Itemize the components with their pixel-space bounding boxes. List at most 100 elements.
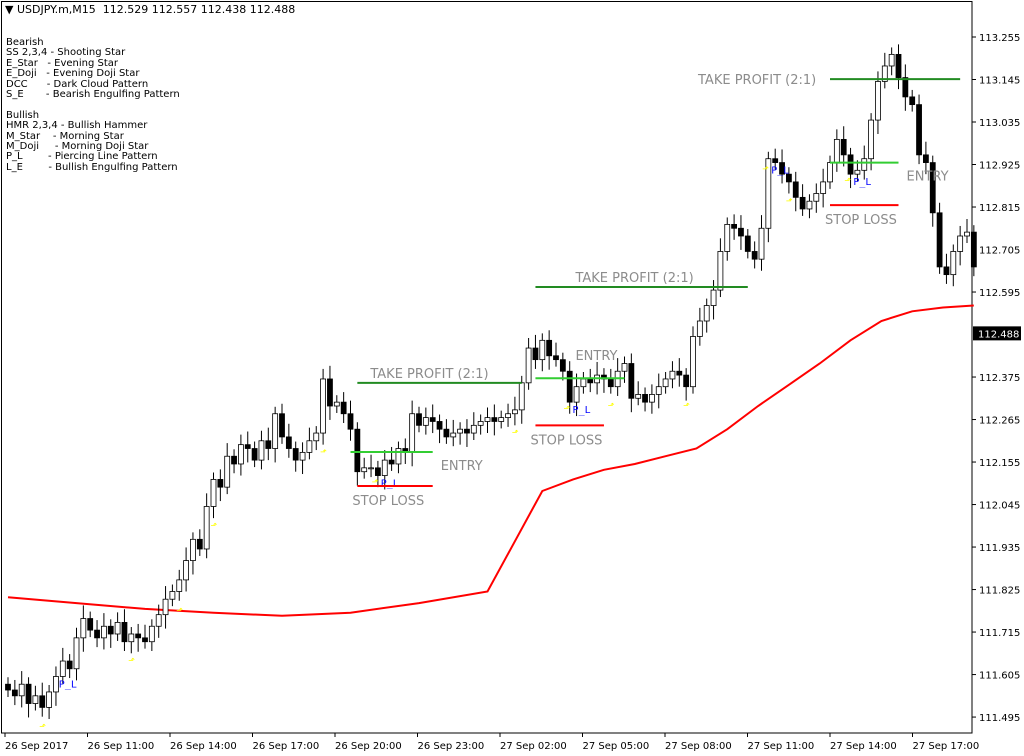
bullish-candle [573, 386, 580, 403]
triangle-down-icon[interactable]: ▼ [5, 3, 17, 16]
pattern-label: P_L [381, 479, 399, 490]
y-tick-label: 111.935 [979, 543, 1020, 554]
take-profit-label: TAKE PROFIT (2:1) [369, 367, 488, 382]
bearish-candle [135, 633, 142, 639]
bullish-candle [59, 660, 66, 677]
pattern-label: P_L [59, 679, 77, 690]
bearish-candle [916, 104, 922, 156]
bearish-candle [217, 479, 224, 488]
bearish-candle [11, 689, 18, 697]
bullish-candle [477, 421, 484, 426]
bullish-candle [539, 339, 546, 361]
bearish-candle [251, 448, 258, 461]
pattern-arrow-icon: ⬏ [39, 722, 46, 731]
x-tick-label: 26 Sep 23:00 [418, 741, 485, 752]
bullish-candle [621, 363, 628, 372]
bearish-candle [751, 251, 758, 260]
bullish-candle [512, 409, 518, 415]
bearish-candle [799, 196, 806, 210]
y-tick-label: 112.375 [979, 373, 1020, 384]
bullish-candle [669, 370, 676, 380]
bullish-candle [649, 394, 655, 403]
bullish-candle [484, 417, 491, 422]
x-tick-label: 26 Sep 11:00 [88, 741, 155, 752]
x-tick-label: 27 Sep 17:00 [913, 741, 980, 752]
y-tick-label: 112.265 [979, 416, 1020, 427]
bullish-candle [422, 417, 429, 426]
y-tick-label: 113.255 [979, 33, 1020, 44]
bearish-candle [566, 370, 573, 403]
bullish-candle [333, 401, 340, 407]
bullish-candle [964, 231, 970, 237]
bearish-candle [553, 355, 559, 361]
bullish-candle [580, 378, 587, 388]
pattern-arrow-icon: ⬏ [512, 428, 519, 437]
y-tick-label: 112.045 [979, 501, 1020, 512]
bearish-candle [464, 428, 470, 434]
bullish-candle [224, 455, 231, 488]
y-tick-label: 112.925 [979, 161, 1020, 172]
bearish-candle [792, 181, 799, 198]
bullish-candle [203, 506, 210, 550]
bearish-candle [374, 467, 381, 476]
bearish-candle [683, 374, 690, 388]
bullish-candle [320, 378, 327, 434]
bullish-candle [696, 320, 703, 337]
y-tick-label: 112.595 [979, 288, 1020, 299]
legend-bearish-title: Bearish [6, 37, 44, 48]
bearish-candle [142, 637, 148, 643]
bullish-candle [498, 417, 505, 422]
bearish-candle [786, 173, 792, 183]
bearish-candle [779, 162, 785, 175]
bearish-candle [39, 695, 46, 708]
bearish-candle [121, 621, 128, 643]
legend-item: M_Star - Morning Star [6, 130, 124, 142]
bearish-candle [231, 455, 237, 465]
y-tick-label: 112.705 [979, 246, 1020, 257]
legend-item: L_E - Bullish Engulfing Pattern [6, 161, 178, 173]
bullish-candle [395, 448, 402, 465]
bearish-candle [279, 413, 285, 438]
bullish-candle [148, 625, 155, 643]
legend-item: E_Star - Evening Star [6, 57, 119, 69]
bullish-candle [128, 633, 135, 643]
pattern-arrow-icon: ⬏ [176, 606, 183, 615]
bearish-candle [388, 459, 395, 465]
bullish-candle [703, 305, 710, 322]
legend-item: DCC - Dark Cloud Pattern [6, 78, 149, 90]
x-tick-label: 26 Sep 17:00 [253, 741, 320, 752]
bearish-candle [909, 96, 916, 106]
bearish-candle [354, 428, 361, 473]
bearish-candle [559, 359, 566, 372]
pattern-arrow-icon: ⬏ [786, 196, 793, 205]
bullish-candle [635, 394, 642, 399]
y-tick-label: 113.145 [979, 76, 1020, 87]
bullish-candle [505, 413, 511, 419]
bearish-candle [607, 378, 614, 388]
bullish-candle [53, 676, 59, 693]
bullish-candle [368, 467, 374, 470]
bearish-candle [107, 625, 114, 635]
bullish-candle [313, 432, 320, 442]
bearish-candle [491, 417, 498, 422]
bearish-candle [902, 77, 909, 98]
pattern-label: P_L [853, 177, 871, 188]
bullish-candle [875, 81, 881, 121]
stop-loss-label: STOP LOSS [530, 433, 602, 448]
pattern-arrow-icon: ⬏ [564, 404, 571, 413]
bullish-candle [717, 251, 724, 291]
bearish-candle [923, 154, 929, 163]
y-tick-label: 112.815 [979, 203, 1020, 214]
y-tick-label: 113.035 [979, 118, 1020, 129]
pattern-arrow-icon: ⬏ [128, 656, 135, 665]
bullish-candle [518, 382, 525, 411]
bearish-candle [292, 448, 299, 461]
pattern-arrow-icon: ⬏ [683, 401, 690, 410]
pattern-arrow-icon: ⬏ [844, 176, 851, 185]
y-tick-label: 112.155 [979, 458, 1020, 469]
x-tick-label: 27 Sep 14:00 [830, 741, 897, 752]
bullish-candle [450, 432, 457, 438]
bearish-candle [327, 378, 333, 407]
bullish-candle [381, 459, 388, 476]
